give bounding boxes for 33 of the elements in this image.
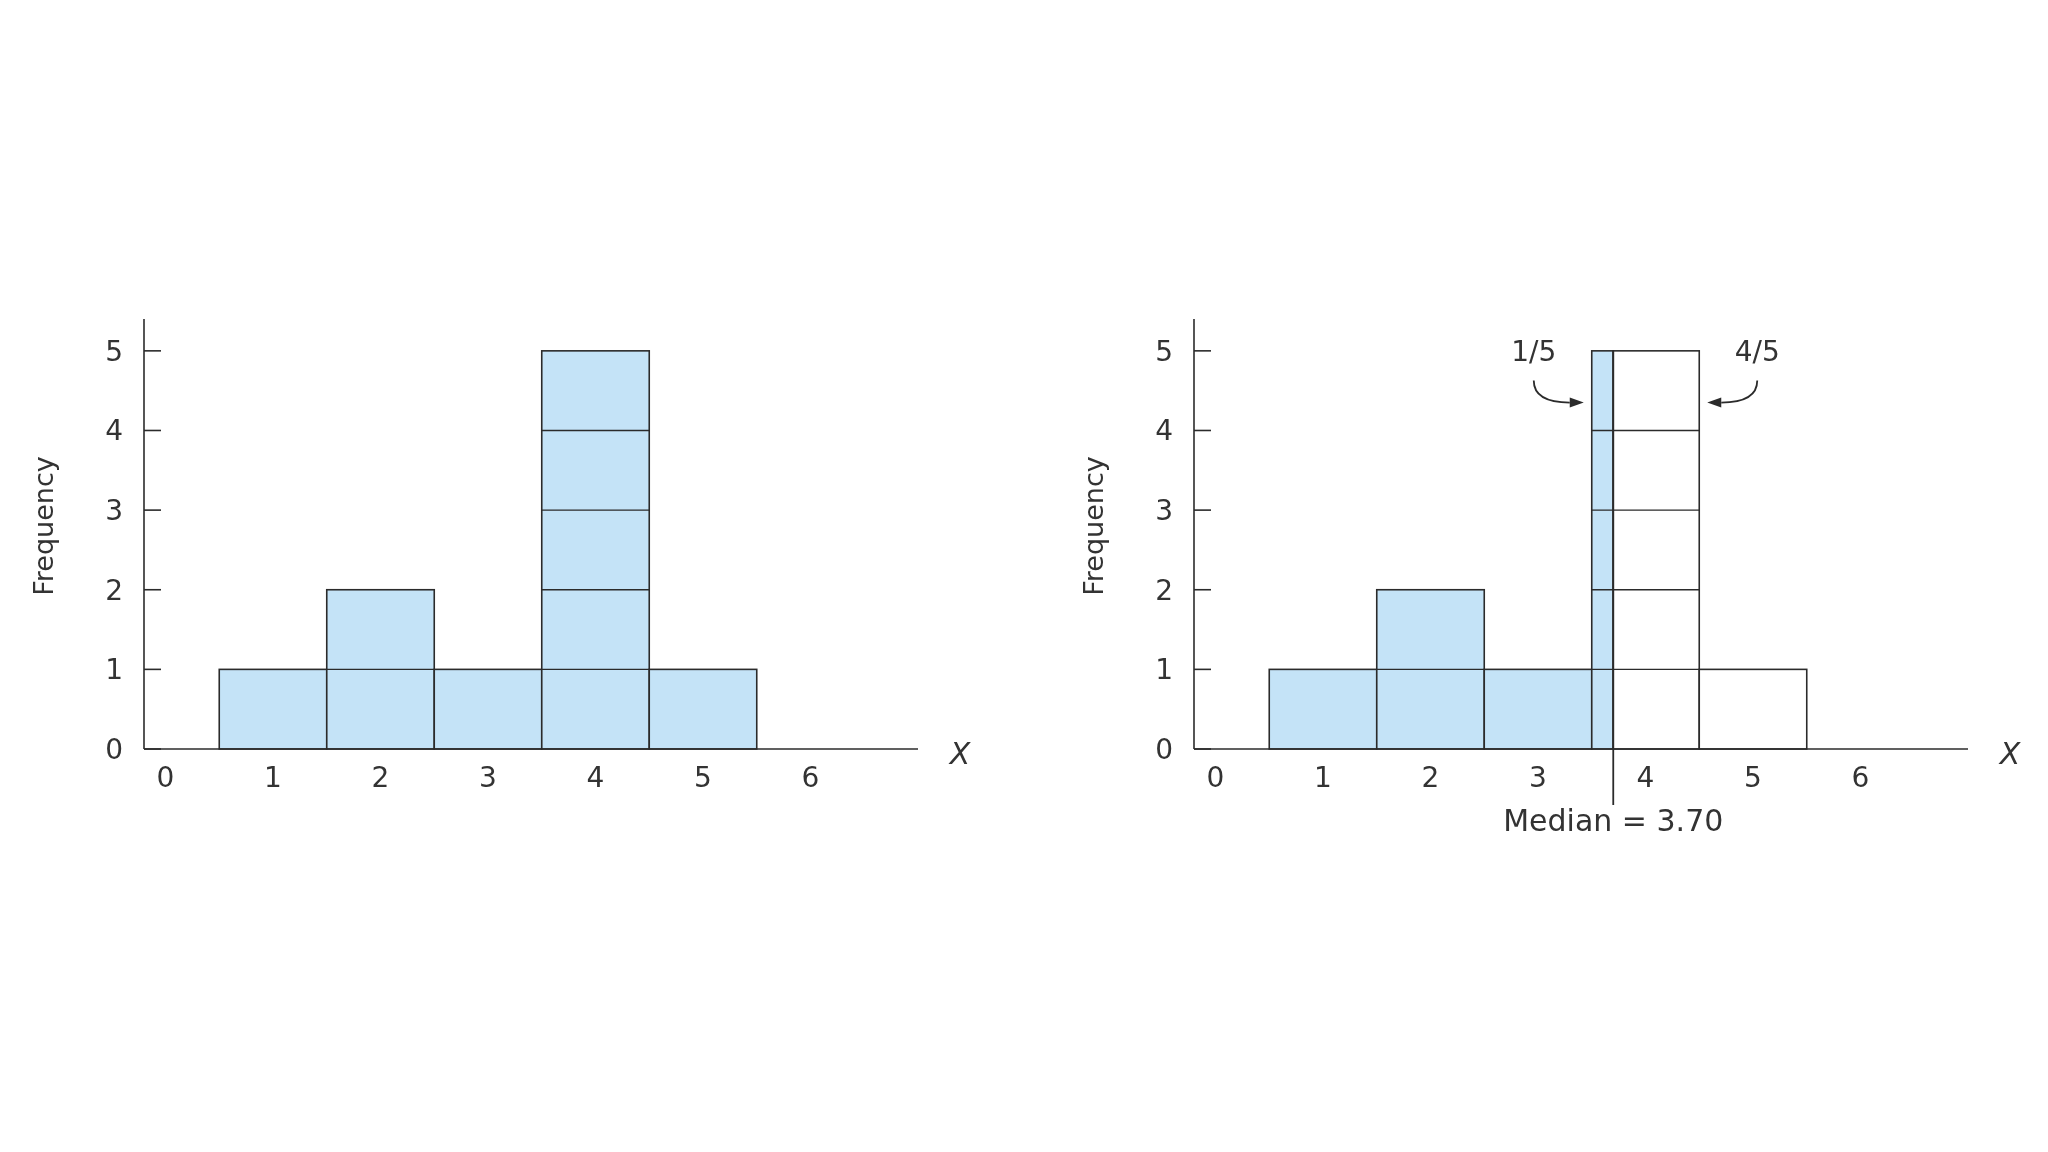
- x-tick-label: 0: [156, 760, 175, 794]
- x-tick-label: 2: [1421, 760, 1440, 794]
- x-tick-label: 3: [479, 760, 497, 794]
- y-tick-label: 2: [1155, 573, 1173, 607]
- y-tick-label: 4: [105, 414, 123, 448]
- x-tick-label: 6: [1851, 760, 1870, 794]
- y-tick-label: 1: [1155, 653, 1173, 687]
- y-tick-label: 1: [105, 653, 123, 687]
- ref-line-label: Median = 3.70: [1503, 803, 1724, 838]
- y-tick-label: 0: [105, 732, 123, 766]
- y-tick-label: 5: [1155, 334, 1173, 368]
- x-tick-label: 4: [586, 760, 605, 794]
- y-tick-label: 5: [105, 334, 123, 368]
- x-tick-label: 6: [801, 760, 820, 794]
- y-tick-label: 3: [1155, 494, 1173, 528]
- y-tick-label: 2: [105, 573, 123, 607]
- x-axis-title: X: [947, 735, 972, 771]
- y-axis-title: Frequency: [1077, 456, 1109, 596]
- x-tick-label: 1: [1314, 760, 1332, 794]
- x-tick-label: 1: [264, 760, 282, 794]
- x-axis-title: X: [1997, 735, 2022, 771]
- y-tick-label: 4: [1155, 414, 1173, 448]
- x-tick-label: 2: [371, 760, 390, 794]
- x-tick-label: 5: [1744, 760, 1762, 794]
- y-tick-label: 3: [105, 494, 123, 528]
- annotation: 4/5: [1734, 335, 1780, 369]
- x-tick-label: 5: [694, 760, 712, 794]
- y-axis-title: Frequency: [27, 456, 59, 596]
- y-tick-label: 0: [1155, 732, 1173, 766]
- x-tick-label: 0: [1206, 760, 1225, 794]
- annotation: 1/5: [1511, 335, 1557, 369]
- x-tick-label: 3: [1529, 760, 1547, 794]
- x-tick-label: 4: [1636, 760, 1655, 794]
